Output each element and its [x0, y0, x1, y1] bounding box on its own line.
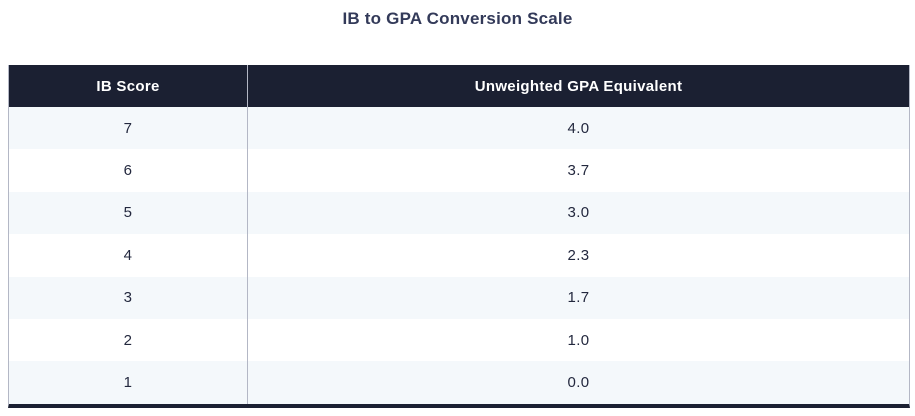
ib-score-cell: 7 [9, 107, 248, 150]
ib-score-cell: 5 [9, 191, 248, 235]
ib-score-cell: 4 [9, 234, 248, 277]
table-header-row: IB Score Unweighted GPA Equivalent [9, 65, 909, 107]
gpa-equivalent-cell: 4.0 [248, 107, 909, 150]
gpa-equivalent-cell: 3.7 [248, 149, 909, 192]
gpa-equivalent-cell: 2.3 [248, 234, 909, 277]
table-body: 7 4.0 6 3.7 5 3.0 4 2.3 3 1.7 2 1.0 1 0.0 [9, 107, 909, 404]
ib-score-cell: 6 [9, 149, 248, 192]
table-row: 7 4.0 [9, 107, 909, 150]
column-header-ib-score: IB Score [9, 65, 248, 107]
ib-score-cell: 1 [9, 361, 248, 404]
gpa-equivalent-cell: 0.0 [248, 361, 909, 404]
table-row: 5 3.0 [9, 191, 909, 235]
ib-gpa-conversion-table: IB Score Unweighted GPA Equivalent 7 4.0 6… [8, 65, 910, 408]
table-row: 4 2.3 [9, 234, 909, 277]
gpa-equivalent-cell: 1.7 [248, 276, 909, 319]
gpa-equivalent-cell: 3.0 [248, 191, 909, 235]
table-row: 1 0.0 [9, 361, 909, 404]
page-title: IB to GPA Conversion Scale [342, 9, 573, 28]
table-row: 6 3.7 [9, 149, 909, 192]
gpa-equivalent-cell: 1.0 [248, 318, 909, 362]
table-row: 3 1.7 [9, 276, 909, 319]
table-row: 2 1.0 [9, 318, 909, 362]
ib-score-cell: 3 [9, 276, 248, 319]
ib-score-cell: 2 [9, 318, 248, 362]
column-header-gpa-equivalent: Unweighted GPA Equivalent [248, 65, 909, 107]
